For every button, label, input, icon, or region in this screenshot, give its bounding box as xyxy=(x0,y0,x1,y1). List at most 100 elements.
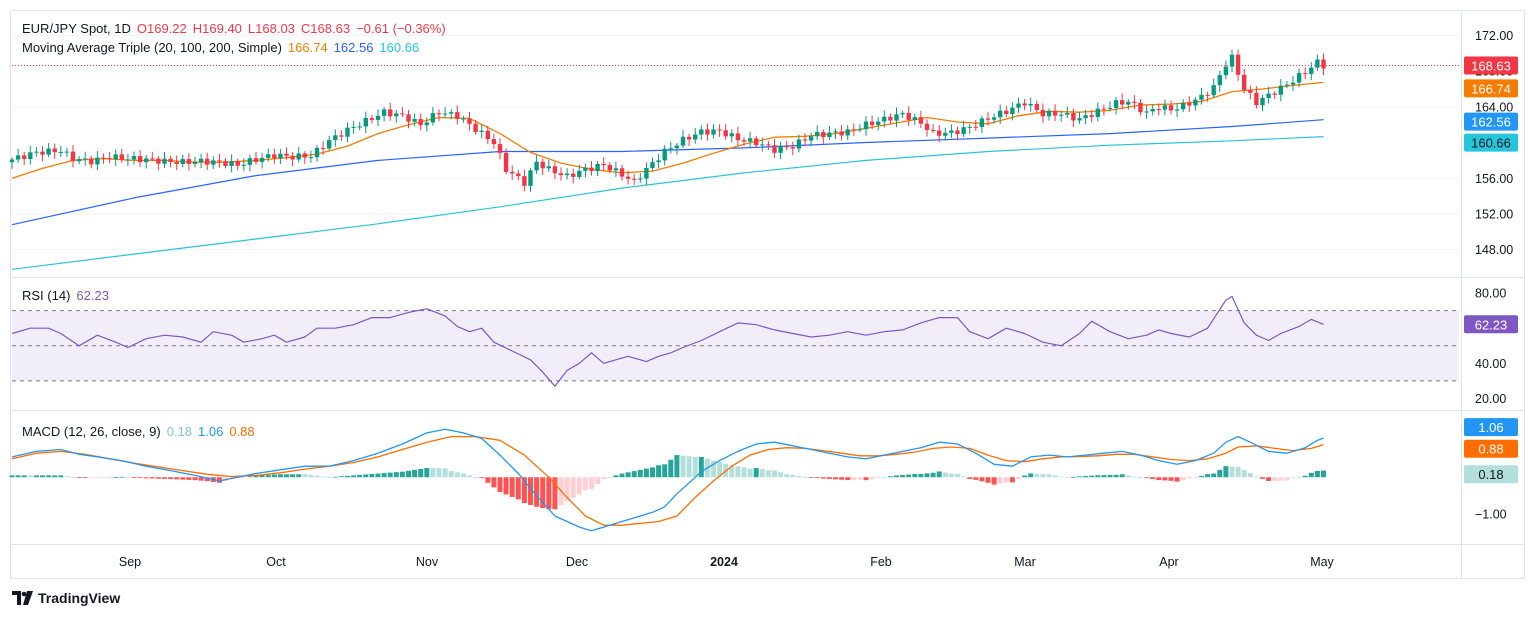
macd-histogram-bar xyxy=(595,477,601,484)
macd-histogram-bar xyxy=(192,477,198,481)
macd-histogram-bar xyxy=(216,477,222,483)
ma200-line xyxy=(11,136,1324,270)
macd-histogram-bar xyxy=(741,467,747,478)
macd-histogram-bar xyxy=(564,477,570,502)
candle-up xyxy=(991,117,997,120)
macd-histogram-bar xyxy=(1083,476,1089,478)
candle-up xyxy=(1162,105,1168,110)
candle-down xyxy=(754,138,759,146)
macd-histogram-bar xyxy=(790,475,796,478)
macd-histogram-bar xyxy=(808,477,814,479)
macd-histogram-bar xyxy=(1235,466,1241,478)
macd-pane xyxy=(9,428,1326,532)
candle-up xyxy=(668,148,673,150)
macd-histogram-bar xyxy=(1040,474,1046,478)
rsi-tick-label: 20.00 xyxy=(1475,392,1506,406)
ma200-value: 160.66 xyxy=(379,40,420,55)
macd-histogram-bar xyxy=(735,466,741,478)
ma20-tag-bg xyxy=(1464,79,1518,98)
candle-up xyxy=(34,151,39,153)
macd-histogram-bar xyxy=(454,472,460,478)
candle-up xyxy=(729,133,734,137)
rsi-value: 62.23 xyxy=(76,288,109,303)
candle-down xyxy=(930,129,936,131)
macd-histogram-bar xyxy=(381,473,387,478)
macd-histogram-bar xyxy=(277,474,283,478)
candle-up xyxy=(1296,73,1302,83)
macd-histogram-bar xyxy=(418,468,424,478)
candle-up xyxy=(15,155,21,160)
macd-histogram-bar xyxy=(875,477,881,479)
candle-down xyxy=(1187,102,1192,106)
candle-down xyxy=(851,129,856,131)
tradingview-brand[interactable]: TradingView xyxy=(12,590,120,606)
price-tick-label: 172.00 xyxy=(1475,29,1513,43)
candle-up xyxy=(278,153,283,159)
candle-up xyxy=(1065,112,1070,115)
candle-up xyxy=(1028,103,1033,106)
macd-histogram-bar xyxy=(912,474,918,478)
macd-histogram-bar xyxy=(64,476,70,478)
macd-histogram-bar xyxy=(576,477,582,495)
macd-histogram-bar xyxy=(82,477,88,479)
macd-histogram-bar xyxy=(186,477,192,480)
macd-histogram-bar xyxy=(1199,476,1204,478)
candle-up xyxy=(198,158,204,162)
macd-histogram-bar xyxy=(753,468,759,478)
macd-histogram-bar xyxy=(1241,470,1247,478)
candle-down xyxy=(1138,102,1143,113)
macd-histogram-bar xyxy=(985,477,991,483)
macd-histogram-bar xyxy=(412,469,418,478)
candle-up xyxy=(125,159,131,161)
macd-histogram-bar xyxy=(94,477,100,479)
candle-down xyxy=(705,129,710,135)
rsi-line xyxy=(11,295,1324,387)
macd-histogram-bar xyxy=(375,473,381,478)
candle-up xyxy=(162,158,167,164)
candle-up xyxy=(900,112,905,115)
candle-down xyxy=(735,133,741,141)
candle-up xyxy=(1211,85,1216,96)
macd-histogram-bar xyxy=(1016,477,1021,479)
candle-up xyxy=(949,130,954,133)
macd-histogram-bar xyxy=(662,464,668,478)
macd-histogram-bar xyxy=(1150,477,1156,480)
candle-down xyxy=(22,155,27,160)
candle-down xyxy=(772,145,777,153)
macd-histogram-bar xyxy=(918,474,924,478)
macd-histogram-bar xyxy=(589,477,594,489)
macd-histogram-bar xyxy=(393,472,399,478)
candle-up xyxy=(778,146,783,153)
candle-down xyxy=(320,147,326,149)
close-value: C168.63 xyxy=(300,21,351,36)
macd-histogram-bar xyxy=(637,469,643,478)
ma100-tag-bg xyxy=(1464,112,1518,131)
macd-histogram-bar xyxy=(284,474,289,478)
macd-histogram-bar xyxy=(613,475,619,478)
macd-histogram-bar xyxy=(887,476,893,478)
price-pane xyxy=(9,49,1459,270)
candle-up xyxy=(656,160,661,163)
time-axis-label: Feb xyxy=(870,555,892,569)
macd-histogram-bar xyxy=(265,474,271,478)
macd-histogram-bar xyxy=(698,456,704,478)
candle-up xyxy=(333,135,338,141)
macd-histogram-bar xyxy=(1247,473,1253,478)
candle-down xyxy=(89,158,94,165)
candle-up xyxy=(76,158,82,162)
ma20-value: 166.74 xyxy=(287,40,328,55)
macd-histogram-bar xyxy=(406,470,411,478)
symbol-title: EUR/JPY Spot, 1D xyxy=(22,21,131,36)
candle-up xyxy=(1229,54,1235,67)
candle-down xyxy=(741,140,747,142)
macd-histogram-bar xyxy=(845,477,851,481)
candle-down xyxy=(1248,90,1253,93)
candle-down xyxy=(485,130,490,140)
macd-histogram-bar xyxy=(625,472,631,478)
macd-histogram-bar xyxy=(155,477,161,479)
candle-down xyxy=(589,167,594,171)
macd-histogram-bar xyxy=(320,476,326,478)
macd-histogram-bar xyxy=(1162,477,1168,481)
candle-up xyxy=(674,145,680,149)
